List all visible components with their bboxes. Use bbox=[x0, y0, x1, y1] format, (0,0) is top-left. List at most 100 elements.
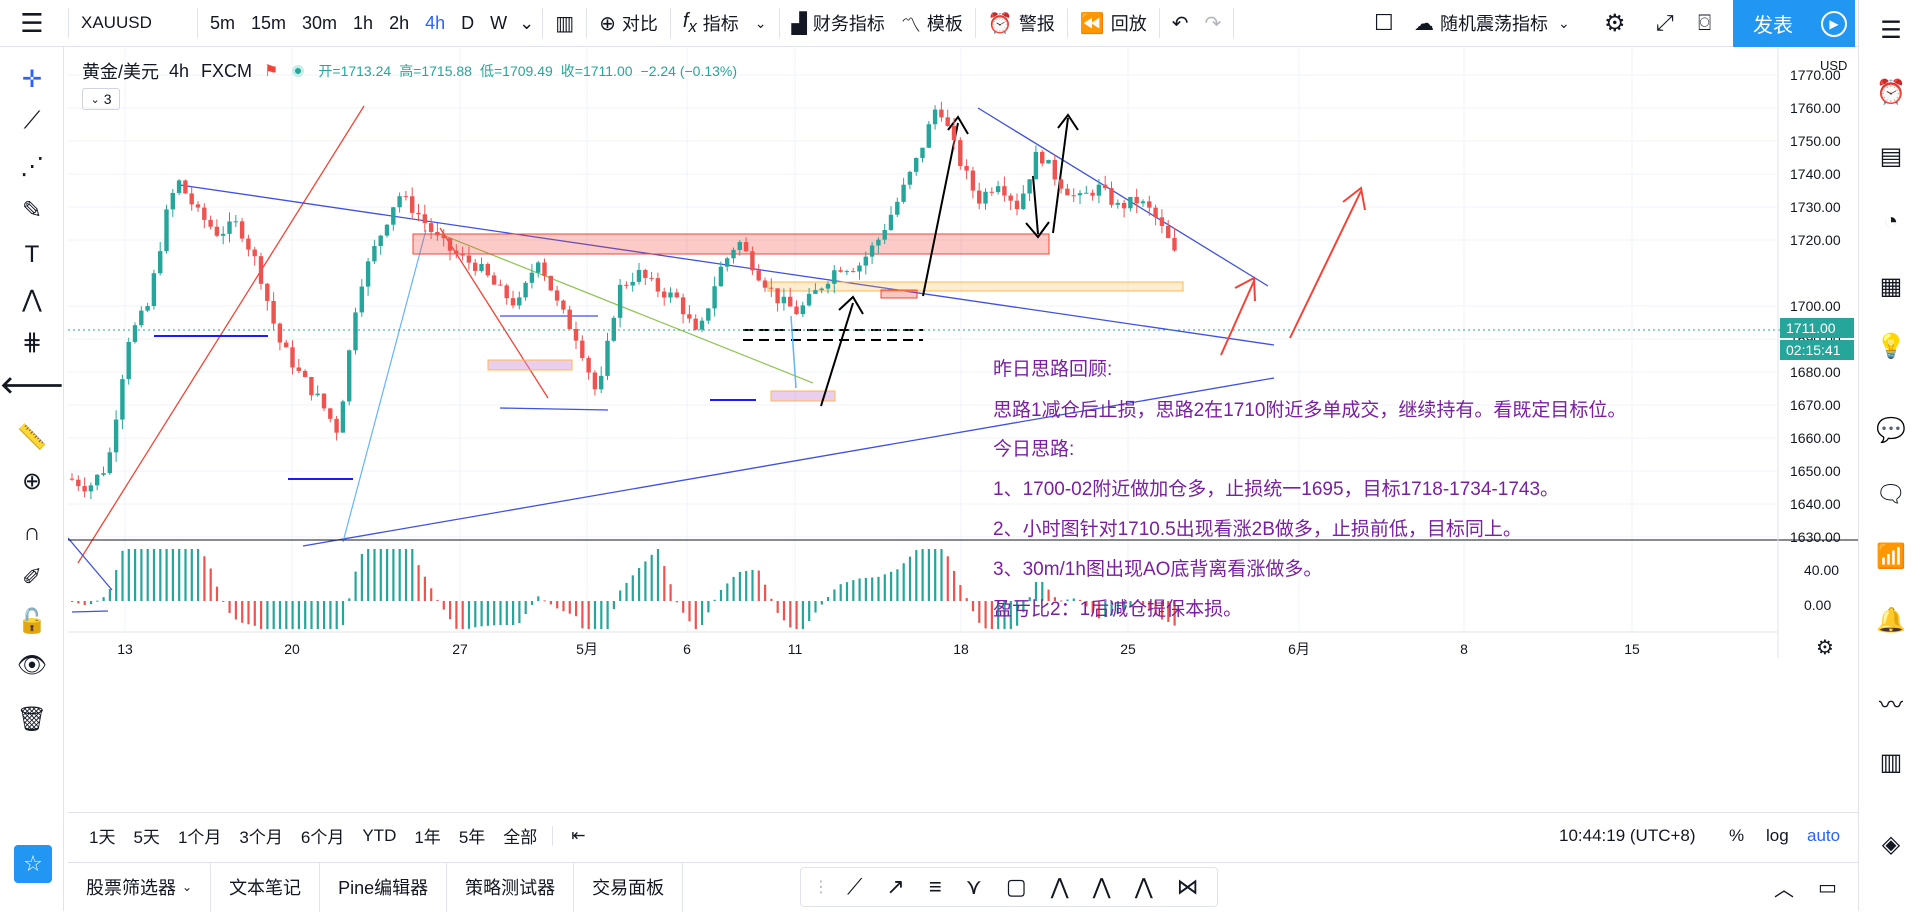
bell-icon[interactable]: 🔔 bbox=[1876, 606, 1906, 634]
menu-icon[interactable]: ☰ bbox=[20, 7, 44, 38]
arrow-black-3-head[interactable] bbox=[1025, 221, 1050, 239]
fav-arrow-tool-icon[interactable]: ↗ bbox=[886, 874, 905, 899]
prediction-tool-icon[interactable]: ⋕ bbox=[21, 328, 43, 356]
range-1y[interactable]: 1年 bbox=[414, 828, 441, 847]
trend-line-green[interactable] bbox=[439, 233, 814, 384]
comment-icon[interactable]: 🗨 bbox=[1875, 480, 1907, 508]
zone-orange-mid[interactable] bbox=[770, 390, 836, 402]
pattern-tool-icon[interactable]: ⋀ bbox=[22, 285, 42, 313]
settings-gear-icon[interactable]: ⚙ bbox=[1604, 9, 1626, 37]
trend-line-lightblue[interactable] bbox=[342, 229, 427, 543]
redo-icon[interactable]: ↷ bbox=[1204, 12, 1222, 35]
play-button[interactable]: ▶ bbox=[1813, 0, 1855, 47]
chart-legend[interactable]: 黄金/美元 4h FXCM ⚑ 开=1713.24 高=1715.88 低=17… bbox=[82, 58, 737, 84]
collapse-badge[interactable]: ⌄ 3 bbox=[82, 88, 120, 110]
layout-square-icon[interactable]: ☐ bbox=[1374, 10, 1394, 35]
unlock-icon[interactable]: 🔓 bbox=[17, 607, 47, 635]
crosshair-icon[interactable]: ✛ bbox=[21, 65, 43, 93]
support-zone-orange[interactable] bbox=[767, 281, 1184, 292]
arrow-red-2[interactable] bbox=[1289, 190, 1362, 339]
replay-button[interactable]: ⏪ 回放 bbox=[1072, 0, 1155, 47]
arrow-black-1-head[interactable] bbox=[838, 295, 864, 315]
zone-orange-left[interactable] bbox=[487, 359, 573, 371]
magnet-icon[interactable]: ∩ bbox=[23, 519, 41, 546]
arrow-black-4[interactable] bbox=[1052, 117, 1069, 234]
interval-w[interactable]: W bbox=[490, 12, 508, 33]
signals-icon[interactable]: 📶 bbox=[1876, 542, 1906, 570]
range-all[interactable]: 全部 bbox=[503, 828, 538, 847]
data-window-icon[interactable]: ▤ bbox=[1879, 142, 1903, 170]
zone-pink-small[interactable] bbox=[880, 289, 918, 299]
percent-toggle[interactable]: % bbox=[1729, 825, 1745, 845]
hotlist-icon[interactable]: ◔ bbox=[1883, 208, 1899, 235]
interval-dropdown-icon[interactable]: ⌄ bbox=[519, 12, 535, 33]
interval-15m[interactable]: 15m bbox=[251, 12, 287, 33]
random-indicator-button[interactable]: ☁ 随机震荡指标 ⌄ bbox=[1406, 0, 1578, 47]
goto-date-icon[interactable]: ⇤ bbox=[552, 825, 594, 846]
clock-label[interactable]: 10:44:19 (UTC+8) bbox=[1559, 825, 1696, 845]
tab-text-notes[interactable]: 文本笔记 bbox=[211, 862, 321, 912]
text-tool-icon[interactable]: T bbox=[24, 241, 40, 268]
templates-button[interactable]: 〽模板 bbox=[893, 0, 971, 47]
fav-rectangle-icon[interactable]: ▢ bbox=[1005, 874, 1027, 899]
back-arrow-icon[interactable]: 🡐 bbox=[0, 372, 65, 399]
publish-button[interactable]: 发表 bbox=[1733, 0, 1813, 47]
fav-trend-line-icon[interactable]: ⟋ bbox=[847, 874, 863, 899]
trend-line-blue-top[interactable] bbox=[977, 107, 1269, 287]
calendar-icon[interactable]: ▦ bbox=[1879, 272, 1903, 300]
interval-d[interactable]: D bbox=[461, 12, 475, 33]
chevron-up-icon[interactable]: ︿ bbox=[1774, 878, 1794, 901]
watchlist-icon[interactable]: ☰ bbox=[1880, 16, 1902, 44]
h-line-4[interactable] bbox=[499, 407, 609, 411]
tab-stock-screener[interactable]: 股票筛选器 ⌄ bbox=[68, 862, 212, 912]
grip-icon[interactable]: ⋮ bbox=[813, 879, 829, 896]
symbol-search-button[interactable]: XAUUSD bbox=[81, 13, 152, 32]
arrow-black-2[interactable] bbox=[922, 122, 959, 297]
undo-icon[interactable]: ↶ bbox=[1171, 12, 1189, 35]
fav-lines-icon[interactable]: ≡ bbox=[928, 874, 942, 899]
camera-icon[interactable]: ⌼ bbox=[1698, 10, 1712, 35]
trend-line-red[interactable] bbox=[77, 105, 365, 564]
range-5y[interactable]: 5年 bbox=[458, 828, 486, 847]
interval-4h[interactable]: 4h bbox=[425, 12, 446, 33]
tab-strategy-tester[interactable]: 策略测试器 bbox=[447, 862, 575, 912]
compare-button[interactable]: ⊕ 对比 bbox=[591, 0, 666, 47]
interval-30m[interactable]: 30m bbox=[302, 12, 338, 33]
trend-line-icon[interactable]: ⟋ bbox=[23, 107, 41, 134]
h-line-6[interactable] bbox=[71, 610, 109, 613]
time-axis[interactable]: 13 20 27 5月 6 11 18 25 6月 8 15 bbox=[117, 641, 1640, 657]
range-5d[interactable]: 5天 bbox=[133, 828, 160, 847]
ideas-lightbulb-icon[interactable]: 💡 bbox=[1876, 332, 1906, 360]
interval-1h[interactable]: 1h bbox=[353, 12, 374, 33]
resistance-zone[interactable] bbox=[412, 233, 1050, 255]
price-chart[interactable]: 1780.00 1770.00 1760.00 1750.00 1740.00 1730.… bbox=[68, 48, 1858, 808]
arrow-blue[interactable] bbox=[790, 315, 797, 389]
arrow-black-4-head[interactable] bbox=[1057, 113, 1079, 131]
arrow-red-1-head[interactable] bbox=[1234, 276, 1256, 302]
fav-head-shoulders-icon[interactable]: ⋈ bbox=[1176, 874, 1199, 899]
brush-icon[interactable]: ✎ bbox=[21, 196, 43, 224]
tab-pine-editor[interactable]: Pine编辑器 bbox=[320, 862, 448, 912]
range-1d[interactable]: 1天 bbox=[89, 828, 116, 847]
interval-2h[interactable]: 2h bbox=[389, 12, 410, 33]
trend-icon[interactable]: 〰 bbox=[1879, 691, 1903, 719]
arrow-red-2-head[interactable] bbox=[1342, 186, 1366, 211]
favorites-star-icon[interactable]: ☆ bbox=[14, 845, 52, 883]
chart-type-candles-icon[interactable]: ▥ bbox=[555, 12, 575, 35]
eye-icon[interactable]: 👁 bbox=[16, 651, 48, 679]
range-ytd[interactable]: YTD bbox=[362, 825, 397, 845]
trend-line-blue-lower[interactable] bbox=[302, 377, 1275, 547]
financials-button[interactable]: ▟ 财务指标 bbox=[784, 0, 893, 47]
fib-tool-icon[interactable]: ⋰ bbox=[20, 152, 44, 180]
range-6m[interactable]: 6个月 bbox=[300, 828, 345, 847]
range-1m[interactable]: 1个月 bbox=[177, 828, 222, 847]
indicators-button[interactable]: fx 指标 ⌄ bbox=[675, 0, 775, 47]
interval-5m[interactable]: 5m bbox=[210, 12, 236, 33]
arrow-black-3[interactable] bbox=[1032, 175, 1039, 235]
zoom-in-icon[interactable]: ⊕ bbox=[21, 467, 43, 495]
arrow-black-2-head[interactable] bbox=[947, 115, 969, 135]
h-line-7[interactable] bbox=[68, 537, 113, 591]
tab-trading-panel[interactable]: 交易面板 bbox=[574, 862, 684, 912]
fullscreen-icon[interactable]: ⤢ bbox=[1656, 10, 1674, 35]
log-toggle[interactable]: log bbox=[1766, 825, 1789, 845]
